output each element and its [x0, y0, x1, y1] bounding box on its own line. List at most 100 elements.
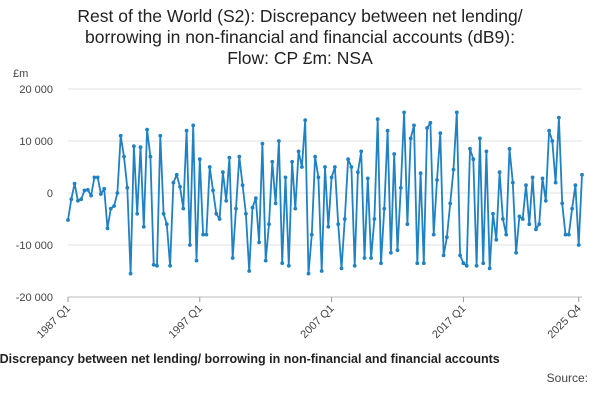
- data-point: [352, 263, 357, 268]
- x-tick-label: 2025 Q4: [545, 303, 583, 341]
- data-point: [382, 206, 387, 211]
- data-point: [240, 183, 245, 188]
- data-point: [217, 217, 222, 221]
- data-point: [543, 198, 548, 203]
- data-point: [349, 165, 354, 169]
- data-point: [296, 149, 301, 154]
- data-point: [194, 258, 199, 263]
- chart-title-line-3: Flow: CP £m: NSA: [227, 48, 373, 68]
- data-point: [494, 237, 499, 242]
- data-point: [128, 271, 133, 276]
- data-point: [158, 133, 163, 138]
- data-point: [135, 211, 140, 216]
- data-point: [379, 261, 383, 266]
- data-point: [161, 211, 166, 216]
- data-point: [309, 232, 314, 237]
- data-point: [141, 224, 146, 229]
- data-point: [188, 243, 192, 247]
- data-point: [316, 175, 321, 180]
- data-point: [527, 222, 532, 227]
- data-point: [250, 205, 255, 210]
- data-point: [178, 184, 182, 189]
- data-point: [580, 172, 584, 177]
- data-point: [253, 196, 258, 201]
- data-point: [174, 172, 179, 177]
- data-point: [550, 139, 555, 143]
- data-point: [214, 211, 219, 216]
- chart-title-line-1: Rest of the World (S2): Discrepancy betw…: [77, 6, 523, 26]
- data-point: [471, 157, 476, 162]
- data-point: [211, 188, 215, 193]
- data-point: [168, 263, 173, 268]
- data-point: [191, 123, 196, 128]
- data-point: [221, 170, 225, 175]
- data-point: [234, 206, 238, 211]
- data-point: [362, 256, 367, 260]
- data-point: [458, 253, 462, 258]
- data-point: [365, 176, 370, 181]
- data-point: [425, 126, 429, 130]
- data-point: [573, 183, 578, 188]
- data-point: [326, 224, 331, 229]
- data-point: [441, 253, 446, 258]
- data-point: [313, 154, 317, 159]
- data-point: [197, 157, 202, 162]
- data-point: [257, 240, 261, 245]
- data-point: [76, 198, 80, 203]
- data-point: [557, 115, 561, 120]
- data-point: [85, 188, 90, 192]
- x-tick-label: 2017 Q1: [430, 303, 468, 341]
- data-point: [171, 180, 176, 185]
- data-point: [428, 120, 433, 125]
- data-point: [155, 263, 159, 268]
- data-point: [125, 185, 130, 190]
- data-point: [342, 217, 347, 221]
- data-point: [148, 154, 153, 159]
- data-point: [408, 136, 413, 141]
- data-point: [576, 243, 581, 247]
- data-point: [507, 146, 512, 151]
- data-point: [415, 261, 420, 266]
- data-point: [372, 217, 377, 221]
- y-tick-label: 10 000: [19, 136, 53, 148]
- data-point: [237, 154, 242, 159]
- data-point: [540, 176, 545, 181]
- data-point: [435, 178, 439, 182]
- data-point: [89, 193, 93, 198]
- data-point: [468, 146, 472, 151]
- data-point: [306, 271, 311, 276]
- data-point: [448, 201, 453, 206]
- data-point: [69, 197, 74, 202]
- data-point: [530, 175, 535, 180]
- data-point: [207, 165, 212, 169]
- data-point: [270, 159, 275, 164]
- data-point: [405, 222, 410, 227]
- data-point: [263, 258, 268, 263]
- data-point: [224, 198, 229, 203]
- data-point: [504, 232, 509, 237]
- data-point: [520, 217, 525, 221]
- data-point: [336, 222, 341, 227]
- x-tick-label: 1987 Q1: [35, 303, 73, 341]
- data-point: [359, 149, 364, 154]
- data-point: [95, 175, 100, 180]
- data-point: [537, 222, 542, 227]
- data-point: [122, 154, 126, 159]
- data-point: [418, 171, 423, 176]
- data-point: [260, 141, 265, 146]
- data-point: [534, 227, 538, 232]
- chart-caption-text: : Discrepancy between net lending/ borro…: [0, 352, 500, 366]
- data-point: [375, 117, 380, 122]
- data-point: [464, 263, 469, 268]
- data-point: [230, 256, 235, 260]
- data-point: [323, 165, 327, 169]
- chart-title-line-2: borrowing in non-financial and financial…: [85, 27, 515, 47]
- data-point: [445, 235, 449, 240]
- data-point: [72, 181, 77, 186]
- data-point: [461, 261, 466, 266]
- data-point: [563, 232, 568, 237]
- data-point: [112, 204, 116, 208]
- data-point: [547, 128, 551, 133]
- data-point: [478, 136, 482, 141]
